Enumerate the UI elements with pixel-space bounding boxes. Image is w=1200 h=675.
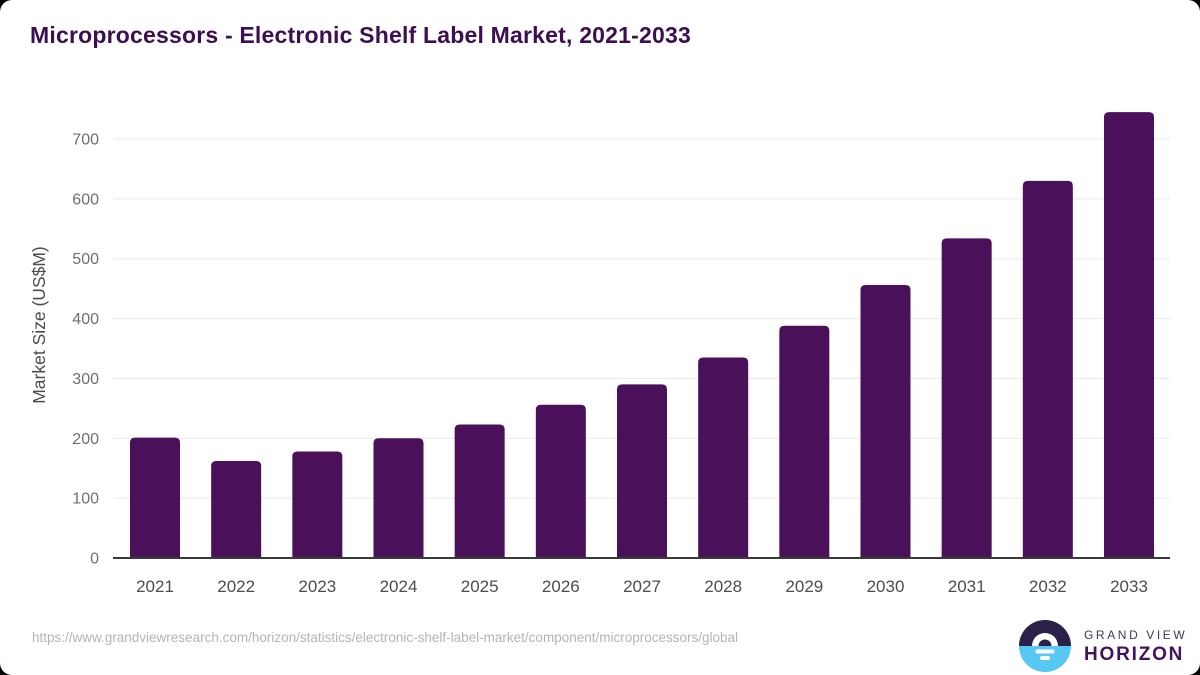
chart-title: Microprocessors - Electronic Shelf Label… [30, 22, 691, 48]
y-tick-label: 300 [72, 371, 99, 388]
bar [535, 404, 586, 558]
x-tick-label: 2023 [298, 577, 336, 596]
bar [698, 357, 749, 558]
x-tick-label: 2021 [136, 577, 174, 596]
x-tick-label: 2027 [623, 577, 661, 596]
y-tick-label: 200 [72, 431, 99, 448]
source-url: https://www.grandviewresearch.com/horizo… [32, 630, 739, 645]
x-tick-label: 2029 [785, 577, 823, 596]
x-tick-label: 2022 [217, 577, 255, 596]
bar [1022, 180, 1073, 558]
horizon-sunrise-logo-icon [1019, 620, 1071, 672]
x-tick-label: 2032 [1029, 577, 1067, 596]
x-tick-label: 2033 [1110, 577, 1148, 596]
x-tick-label: 2026 [542, 577, 580, 596]
brand-name-bottom: HORIZON [1084, 643, 1185, 665]
y-tick-label: 0 [90, 551, 99, 568]
y-tick-label: 400 [72, 311, 99, 328]
bar [860, 285, 911, 558]
y-tick-label: 700 [72, 132, 99, 149]
brand-wordmark: GRAND VIEW HORIZON [1084, 629, 1187, 664]
x-tick-label: 2031 [948, 577, 986, 596]
y-axis-label: Market Size (US$M) [29, 246, 49, 404]
bar [779, 325, 830, 558]
x-tick-label: 2025 [461, 577, 499, 596]
x-tick-label: 2024 [380, 577, 418, 596]
bar [1104, 112, 1154, 559]
y-tick-label: 100 [72, 491, 99, 508]
bar [617, 384, 667, 558]
x-tick-label: 2028 [704, 577, 742, 596]
y-tick-label: 500 [72, 251, 99, 268]
bar [941, 238, 992, 558]
bar [292, 451, 343, 558]
brand-logo: GRAND VIEW HORIZON [1019, 620, 1187, 672]
bar [454, 424, 505, 558]
y-tick-label: 600 [72, 191, 99, 208]
brand-name-top: GRAND VIEW [1084, 627, 1188, 642]
bar [130, 437, 180, 558]
bar [373, 438, 424, 558]
bar [211, 461, 262, 558]
x-tick-label: 2030 [867, 577, 905, 596]
